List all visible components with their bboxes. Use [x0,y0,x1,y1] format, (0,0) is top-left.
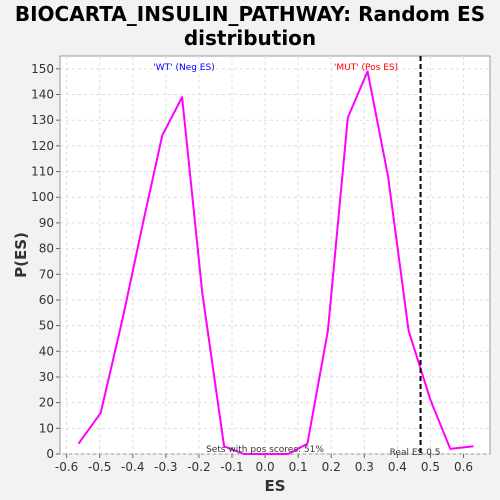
y-tick-label: 10 [39,421,54,435]
y-tick-label: 130 [31,113,54,127]
x-tick-label: 0.1 [289,460,308,474]
y-tick-label: 120 [31,139,54,153]
y-tick-label: 0 [46,447,54,461]
y-tick-label: 80 [39,242,54,256]
chart-title: BIOCARTA_INSULIN_PATHWAY: Random ES dist… [14,2,486,50]
y-tick-label: 50 [39,319,54,333]
x-tick-label: 0.0 [256,460,275,474]
y-tick-label: 90 [39,216,54,230]
pos-scores-label: Sets with pos scores: 51% [206,445,324,455]
y-tick-label: 40 [39,344,54,358]
x-tick-label: 0.5 [421,460,440,474]
y-axis-ticks: 0 10 20 30 40 50 60 70 80 90 100 110 120 130 140 150 [31,62,60,461]
x-tick-label: -0.3 [154,460,177,474]
y-axis-label: P(ES) [12,232,30,278]
series-group [77,70,474,455]
neg-es-label: 'WT' (Neg ES) [153,63,214,73]
plot-area [59,55,491,455]
y-tick-label: 60 [39,293,54,307]
pos-es-label: 'MUT' (Pos ES) [334,63,398,73]
x-tick-label: 0.2 [322,460,341,474]
x-tick-label: 0.3 [355,460,374,474]
y-tick-label: 150 [31,62,54,76]
y-tick-label: 110 [31,165,54,179]
x-tick-label: -0.6 [55,460,78,474]
x-tick-label: -0.2 [187,460,210,474]
x-axis-label: ES [264,477,285,495]
y-tick-label: 140 [31,88,54,102]
y-tick-label: 100 [31,190,54,204]
x-tick-label: 0.4 [388,460,407,474]
x-tick-label: -0.1 [220,460,243,474]
y-tick-label: 30 [39,370,54,384]
y-tick-label: 20 [39,396,54,410]
real-es-label: Real ES 0.5 [390,448,441,458]
grid-lines [60,56,490,455]
x-tick-label: -0.4 [121,460,144,474]
x-tick-label: 0.6 [454,460,473,474]
series-line [77,70,474,455]
x-axis-ticks: -0.6 -0.5 -0.4 -0.3 -0.2 -0.1 0.0 0.1 0.2 0.3 0.4 0… [55,454,473,474]
y-tick-label: 70 [39,267,54,281]
x-tick-label: -0.5 [88,460,111,474]
